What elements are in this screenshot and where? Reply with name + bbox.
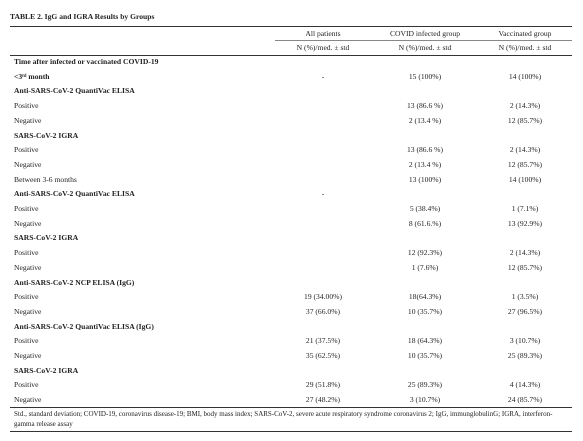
cell: 29 (51.8%) — [305, 380, 341, 390]
footnote: Std., standard deviation; COVID-19, coro… — [14, 410, 553, 428]
row-label: Positive — [14, 145, 39, 155]
table-title: TABLE 2. IgG and IGRA Results by Groups — [10, 12, 155, 21]
column-header: All patients — [305, 29, 341, 38]
rule — [10, 55, 572, 56]
cell: 8 (61.6.%) — [408, 218, 442, 228]
row-label: Positive — [14, 292, 39, 302]
cell: - — [321, 189, 325, 199]
row-label: Positive — [14, 248, 39, 258]
cell: 5 (38.4%) — [409, 204, 441, 213]
rule — [10, 431, 572, 432]
cell: 3 (10.7%) — [509, 336, 541, 346]
cell: 12 (85.7%) — [507, 262, 543, 272]
column-header: COVID infected group — [389, 29, 461, 38]
section-label: SARS-CoV-2 IGRA — [14, 233, 79, 243]
row-label: Negative — [14, 262, 42, 272]
cell: 2 (13.4 %) — [408, 115, 442, 125]
row-label: Negative — [14, 115, 42, 125]
cell: 19 (34.00%) — [304, 292, 342, 302]
cell: 18(64.3%) — [408, 292, 442, 302]
cell: 13 (92.9%) — [507, 218, 543, 228]
cell: 13 (86.6 %) — [406, 145, 444, 155]
section-label: Anti-SARS-CoV-2 QuantiVac ELISA — [14, 189, 135, 199]
row-label: Positive — [14, 101, 39, 111]
rule — [275, 40, 572, 41]
cell: 15 (100%) — [408, 71, 442, 81]
cell: 27 (48.2%) — [305, 395, 341, 405]
cell: 12 (92.3%) — [407, 248, 443, 258]
rule — [10, 407, 572, 408]
cell: 18 (64.3%) — [407, 336, 443, 346]
row-label: Positive — [14, 380, 39, 390]
cell: 27 (96.5%) — [507, 306, 543, 316]
cell: 3 (10.7%) — [409, 395, 441, 405]
row-label: Positive — [14, 204, 39, 213]
column-header: Vaccinated group — [498, 29, 552, 38]
section-label: SARS-CoV-2 IGRA — [14, 130, 79, 140]
row-label: Between 3-6 months — [14, 174, 77, 184]
row-label: Negative — [14, 218, 42, 228]
cell: 2 (14.3%) — [509, 248, 541, 258]
section-label: SARS-CoV-2 IGRA — [14, 365, 79, 375]
cell: 12 (85.7%) — [507, 115, 543, 125]
section-label: Anti-SARS-CoV-2 QuantiVac ELISA (IgG) — [14, 321, 154, 331]
row-label: Negative — [14, 306, 42, 316]
cell: 12 (85.7%) — [507, 159, 543, 169]
cell: - — [321, 71, 325, 81]
cell: 2 (14.3%) — [509, 145, 541, 155]
cell: 2 (13.4 %) — [408, 159, 442, 169]
row-label: Positive — [14, 336, 39, 346]
section-label: Anti-SARS-CoV-2 NCP ELISA (IgG) — [14, 277, 135, 287]
cell: 25 (89.3%) — [507, 351, 543, 360]
cell: 37 (66.0%) — [305, 306, 341, 316]
cell: 1 (7.6%) — [411, 262, 439, 272]
row-label: Negative — [14, 351, 42, 360]
column-unit: N (%)/med. ± std — [296, 43, 350, 52]
cell: 13 (100%) — [408, 174, 442, 184]
column-unit: N (%)/med. ± std — [398, 43, 452, 52]
cell: 1 (7.1%) — [511, 204, 539, 213]
cell: 24 (85.7%) — [507, 395, 543, 405]
section-label: <3ʳᵈ month — [14, 71, 50, 81]
column-unit: N (%)/med. ± std — [498, 43, 552, 52]
cell: 13 (86.6 %) — [406, 101, 444, 111]
cell: 14 (100%) — [508, 174, 542, 184]
cell: 21 (37.5%) — [305, 336, 341, 346]
rule — [10, 26, 572, 27]
section-label: Time after infected or vaccinated COVID-… — [14, 57, 159, 66]
cell: 4 (14.3%) — [509, 380, 541, 390]
cell: 2 (14.3%) — [509, 101, 541, 111]
cell: 14 (100%) — [508, 71, 542, 81]
cell: 25 (89.3%) — [407, 380, 443, 390]
cell: 35 (62.5%) — [305, 351, 341, 360]
cell: 10 (35.7%) — [407, 351, 443, 360]
cell: 10 (35.7%) — [407, 306, 443, 316]
row-label: Negative — [14, 159, 42, 169]
row-label: Negative — [14, 395, 42, 405]
cell: 1 (3.5%) — [511, 292, 539, 302]
section-label: Anti-SARS-CoV-2 QuantiVac ELISA — [14, 86, 135, 96]
